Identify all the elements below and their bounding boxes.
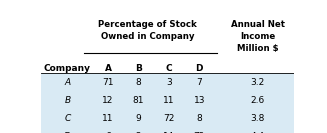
FancyBboxPatch shape xyxy=(41,127,294,133)
Text: A: A xyxy=(64,78,71,87)
Text: 72: 72 xyxy=(194,132,205,133)
FancyBboxPatch shape xyxy=(41,73,294,91)
Text: Percentage of Stock
Owned in Company: Percentage of Stock Owned in Company xyxy=(98,20,197,41)
Text: 6: 6 xyxy=(105,132,111,133)
Text: A: A xyxy=(105,64,112,73)
Text: 9: 9 xyxy=(136,114,141,123)
Text: 4.4: 4.4 xyxy=(250,132,265,133)
Text: 7: 7 xyxy=(197,78,202,87)
Text: B: B xyxy=(64,96,71,105)
Text: 3: 3 xyxy=(166,78,172,87)
Text: Company: Company xyxy=(44,64,91,73)
FancyBboxPatch shape xyxy=(41,91,294,109)
Text: 11: 11 xyxy=(102,114,114,123)
Text: C: C xyxy=(165,64,172,73)
Text: 14: 14 xyxy=(163,132,175,133)
Text: 3.2: 3.2 xyxy=(250,78,265,87)
FancyBboxPatch shape xyxy=(41,109,294,127)
Text: Annual Net
Income
Million $: Annual Net Income Million $ xyxy=(231,20,284,53)
Text: 81: 81 xyxy=(133,96,144,105)
Text: C: C xyxy=(64,114,71,123)
Text: D: D xyxy=(64,132,71,133)
Text: 72: 72 xyxy=(163,114,175,123)
Text: 11: 11 xyxy=(163,96,175,105)
Text: 12: 12 xyxy=(102,96,114,105)
Text: 2: 2 xyxy=(136,132,141,133)
Text: D: D xyxy=(196,64,203,73)
Text: 71: 71 xyxy=(102,78,114,87)
Text: B: B xyxy=(135,64,142,73)
Text: 8: 8 xyxy=(136,78,141,87)
Text: 2.6: 2.6 xyxy=(250,96,265,105)
Text: 8: 8 xyxy=(197,114,202,123)
Text: 13: 13 xyxy=(194,96,205,105)
Text: 3.8: 3.8 xyxy=(250,114,265,123)
